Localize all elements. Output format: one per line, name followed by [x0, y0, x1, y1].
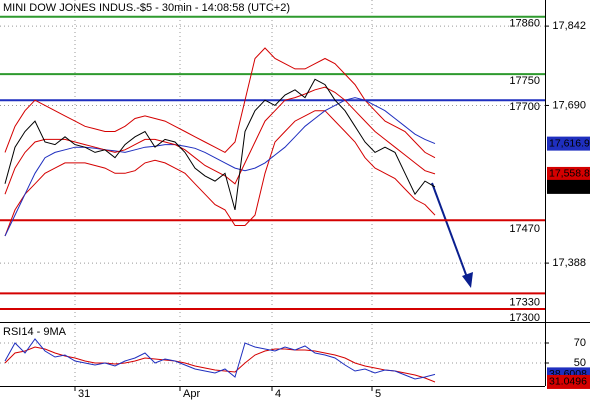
- series-line: [4, 47, 436, 159]
- series-line: [4, 78, 436, 211]
- level-label: 17750: [509, 75, 540, 87]
- series-line: [4, 338, 436, 380]
- arrow: [431, 182, 469, 281]
- last-value-box: [547, 136, 590, 151]
- last-value-box: [547, 179, 590, 194]
- last-value-label: 17,558.8: [549, 168, 590, 180]
- level-label: 17330: [509, 296, 540, 308]
- y-tick-label: 50: [574, 357, 586, 369]
- x-tick-label: 4: [275, 388, 281, 400]
- level-label: 17470: [509, 223, 540, 235]
- x-tick-label: 31: [78, 388, 90, 400]
- last-value-label: 17,534: [549, 181, 581, 193]
- series-line: [4, 110, 436, 237]
- y-tick-label: 17,842: [552, 20, 586, 32]
- level-label: 17300: [509, 312, 540, 324]
- chart-title: MINI DOW JONES INDUS.-$5 - 30min - 14:08…: [3, 2, 290, 14]
- last-value-box: [547, 374, 590, 389]
- y-tick-label: 70: [574, 337, 586, 349]
- rsi-title: RSI14 - 9MA: [3, 326, 67, 338]
- arrow-head: [462, 272, 473, 288]
- x-tick-label: 5: [375, 388, 381, 400]
- x-tick-label: Apr: [183, 388, 200, 400]
- y-tick-label: 17,690: [552, 99, 586, 111]
- series-line: [4, 86, 436, 195]
- level-label: 17700: [509, 101, 540, 113]
- last-value-label: 17,616.9: [549, 137, 590, 149]
- series-line: [4, 97, 436, 237]
- last-value-box: [547, 166, 590, 181]
- level-label: 17860: [509, 18, 540, 30]
- last-value-label: 31.0496: [549, 376, 587, 388]
- y-tick-label: 17,388: [552, 257, 586, 269]
